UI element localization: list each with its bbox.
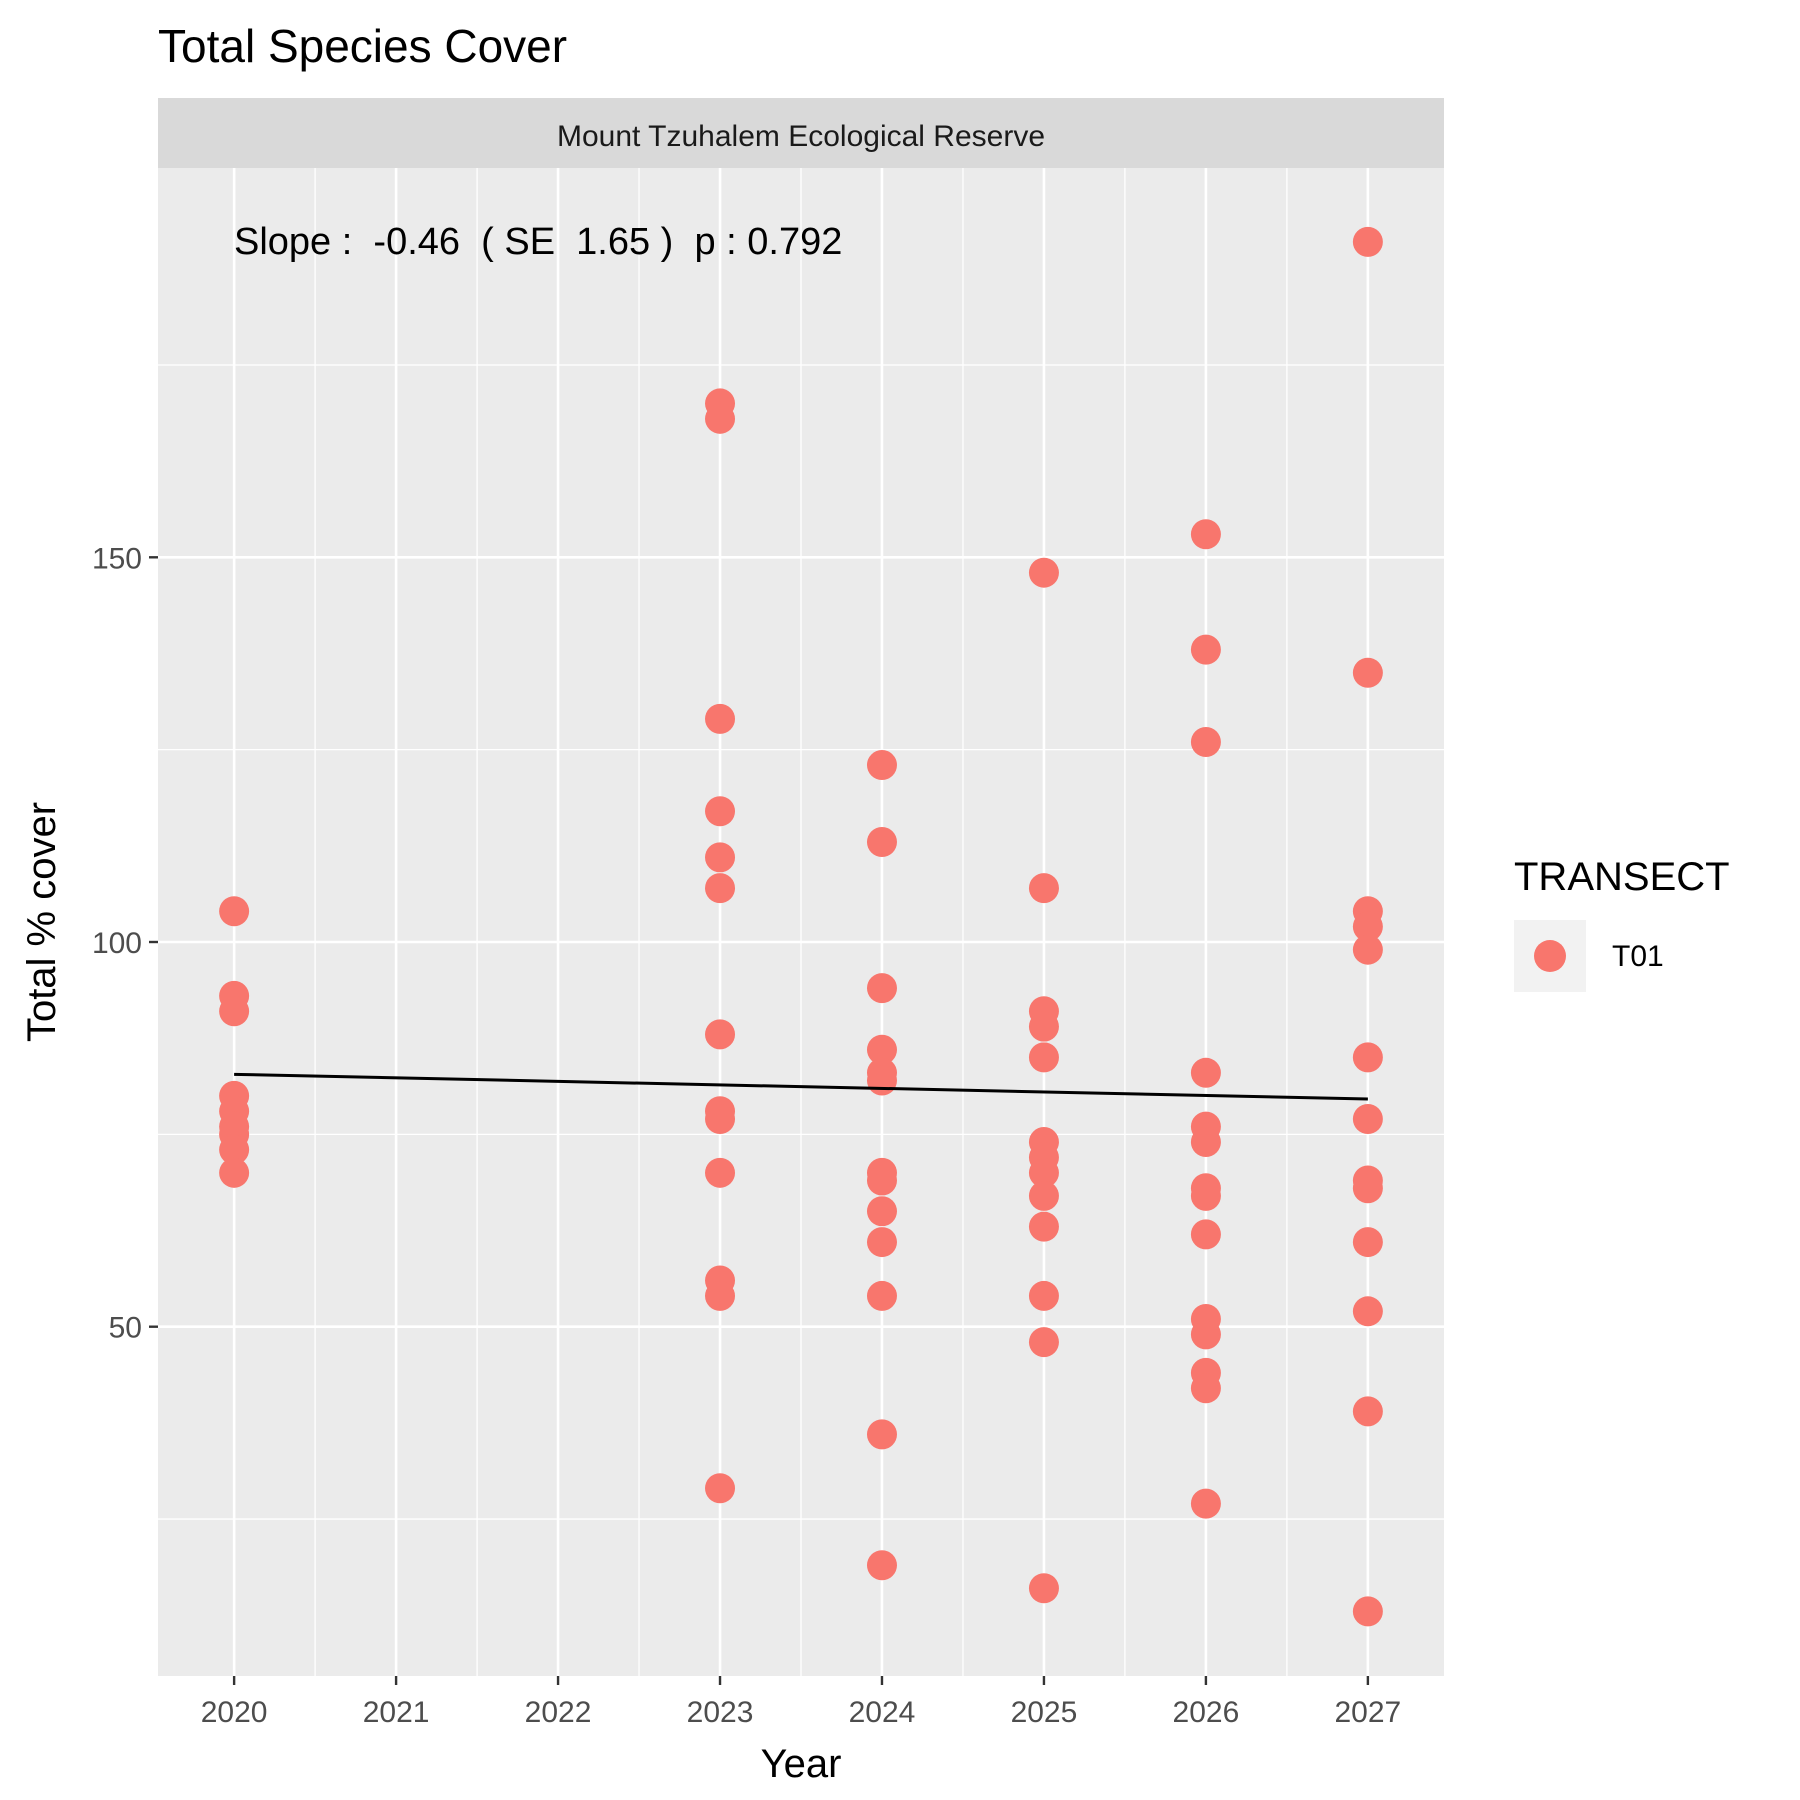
- data-point: [1352, 1396, 1383, 1427]
- x-tick-label: 2025: [1011, 1696, 1078, 1729]
- x-tick-label: 2020: [201, 1696, 268, 1729]
- data-point: [1352, 911, 1383, 942]
- data-point: [1190, 519, 1221, 550]
- data-points: [219, 226, 1383, 1627]
- y-axis: 50 100 150: [92, 542, 158, 1345]
- facet-strip: [158, 98, 1444, 168]
- data-point: [866, 1165, 897, 1196]
- data-point: [866, 1196, 897, 1227]
- y-tick-label: 150: [92, 542, 142, 575]
- data-point: [705, 1157, 736, 1188]
- x-tick-label: 2026: [1173, 1696, 1240, 1729]
- y-tick-label: 50: [109, 1312, 142, 1345]
- data-point: [1352, 1042, 1383, 1073]
- data-point: [219, 1157, 250, 1188]
- data-point: [1352, 1227, 1383, 1258]
- data-point: [705, 842, 736, 873]
- data-point: [1028, 1327, 1059, 1358]
- x-tick-label: 2024: [849, 1696, 916, 1729]
- chart-title: Total Species Cover: [158, 20, 567, 72]
- data-point: [1190, 1219, 1221, 1250]
- data-point: [1190, 1488, 1221, 1519]
- data-point: [866, 1419, 897, 1450]
- y-axis-title: Total % cover: [20, 802, 64, 1042]
- legend: TRANSECT T01: [1514, 855, 1730, 992]
- x-tick-label: 2021: [363, 1696, 430, 1729]
- slope-annotation: Slope : -0.46 ( SE 1.65 ) p : 0.792: [234, 221, 842, 263]
- x-tick-label: 2022: [525, 1696, 592, 1729]
- x-axis-title: Year: [761, 1742, 842, 1786]
- legend-title: TRANSECT: [1514, 855, 1730, 899]
- data-point: [866, 1550, 897, 1581]
- data-point: [1028, 557, 1059, 588]
- data-point: [1352, 934, 1383, 965]
- data-point: [866, 1065, 897, 1096]
- data-point: [1028, 873, 1059, 904]
- y-tick-label: 100: [92, 927, 142, 960]
- data-point: [1190, 1319, 1221, 1350]
- data-point: [866, 973, 897, 1004]
- data-point: [866, 1280, 897, 1311]
- data-point: [219, 996, 250, 1027]
- data-point: [1028, 1157, 1059, 1188]
- data-point: [1352, 1596, 1383, 1627]
- data-point: [1190, 726, 1221, 757]
- data-point: [1352, 1103, 1383, 1134]
- data-point: [866, 750, 897, 781]
- data-point: [866, 1034, 897, 1065]
- legend-key-dot: [1534, 940, 1566, 972]
- data-point: [705, 1280, 736, 1311]
- x-axis: 2020 2021 2022 2023 2024 2025 2026 2027: [201, 1676, 1402, 1729]
- data-point: [1028, 1042, 1059, 1073]
- data-point: [1190, 1057, 1221, 1088]
- data-point: [1190, 1180, 1221, 1211]
- data-point: [1028, 1573, 1059, 1604]
- data-point: [1190, 1127, 1221, 1158]
- x-tick-label: 2027: [1335, 1696, 1402, 1729]
- data-point: [1352, 657, 1383, 688]
- data-point: [705, 403, 736, 434]
- data-point: [705, 1473, 736, 1504]
- data-point: [1028, 1011, 1059, 1042]
- legend-label-t01: T01: [1612, 940, 1664, 973]
- data-point: [1190, 1373, 1221, 1404]
- data-point: [705, 796, 736, 827]
- facet-strip-label: Mount Tzuhalem Ecological Reserve: [557, 120, 1045, 153]
- data-point: [705, 1103, 736, 1134]
- data-point: [219, 1134, 250, 1165]
- data-point: [1028, 1280, 1059, 1311]
- data-point: [1352, 1296, 1383, 1327]
- data-point: [1352, 1173, 1383, 1204]
- data-point: [866, 1227, 897, 1258]
- data-point: [705, 873, 736, 904]
- data-point: [1028, 1211, 1059, 1242]
- data-point: [219, 896, 250, 927]
- data-point: [1352, 226, 1383, 257]
- data-point: [866, 826, 897, 857]
- data-point: [1190, 634, 1221, 665]
- minor-gridlines: [158, 168, 1444, 1676]
- trend-line: [234, 1072, 1368, 1101]
- data-point: [1028, 1180, 1059, 1211]
- data-point: [705, 1019, 736, 1050]
- data-point: [705, 703, 736, 734]
- x-tick-label: 2023: [687, 1696, 754, 1729]
